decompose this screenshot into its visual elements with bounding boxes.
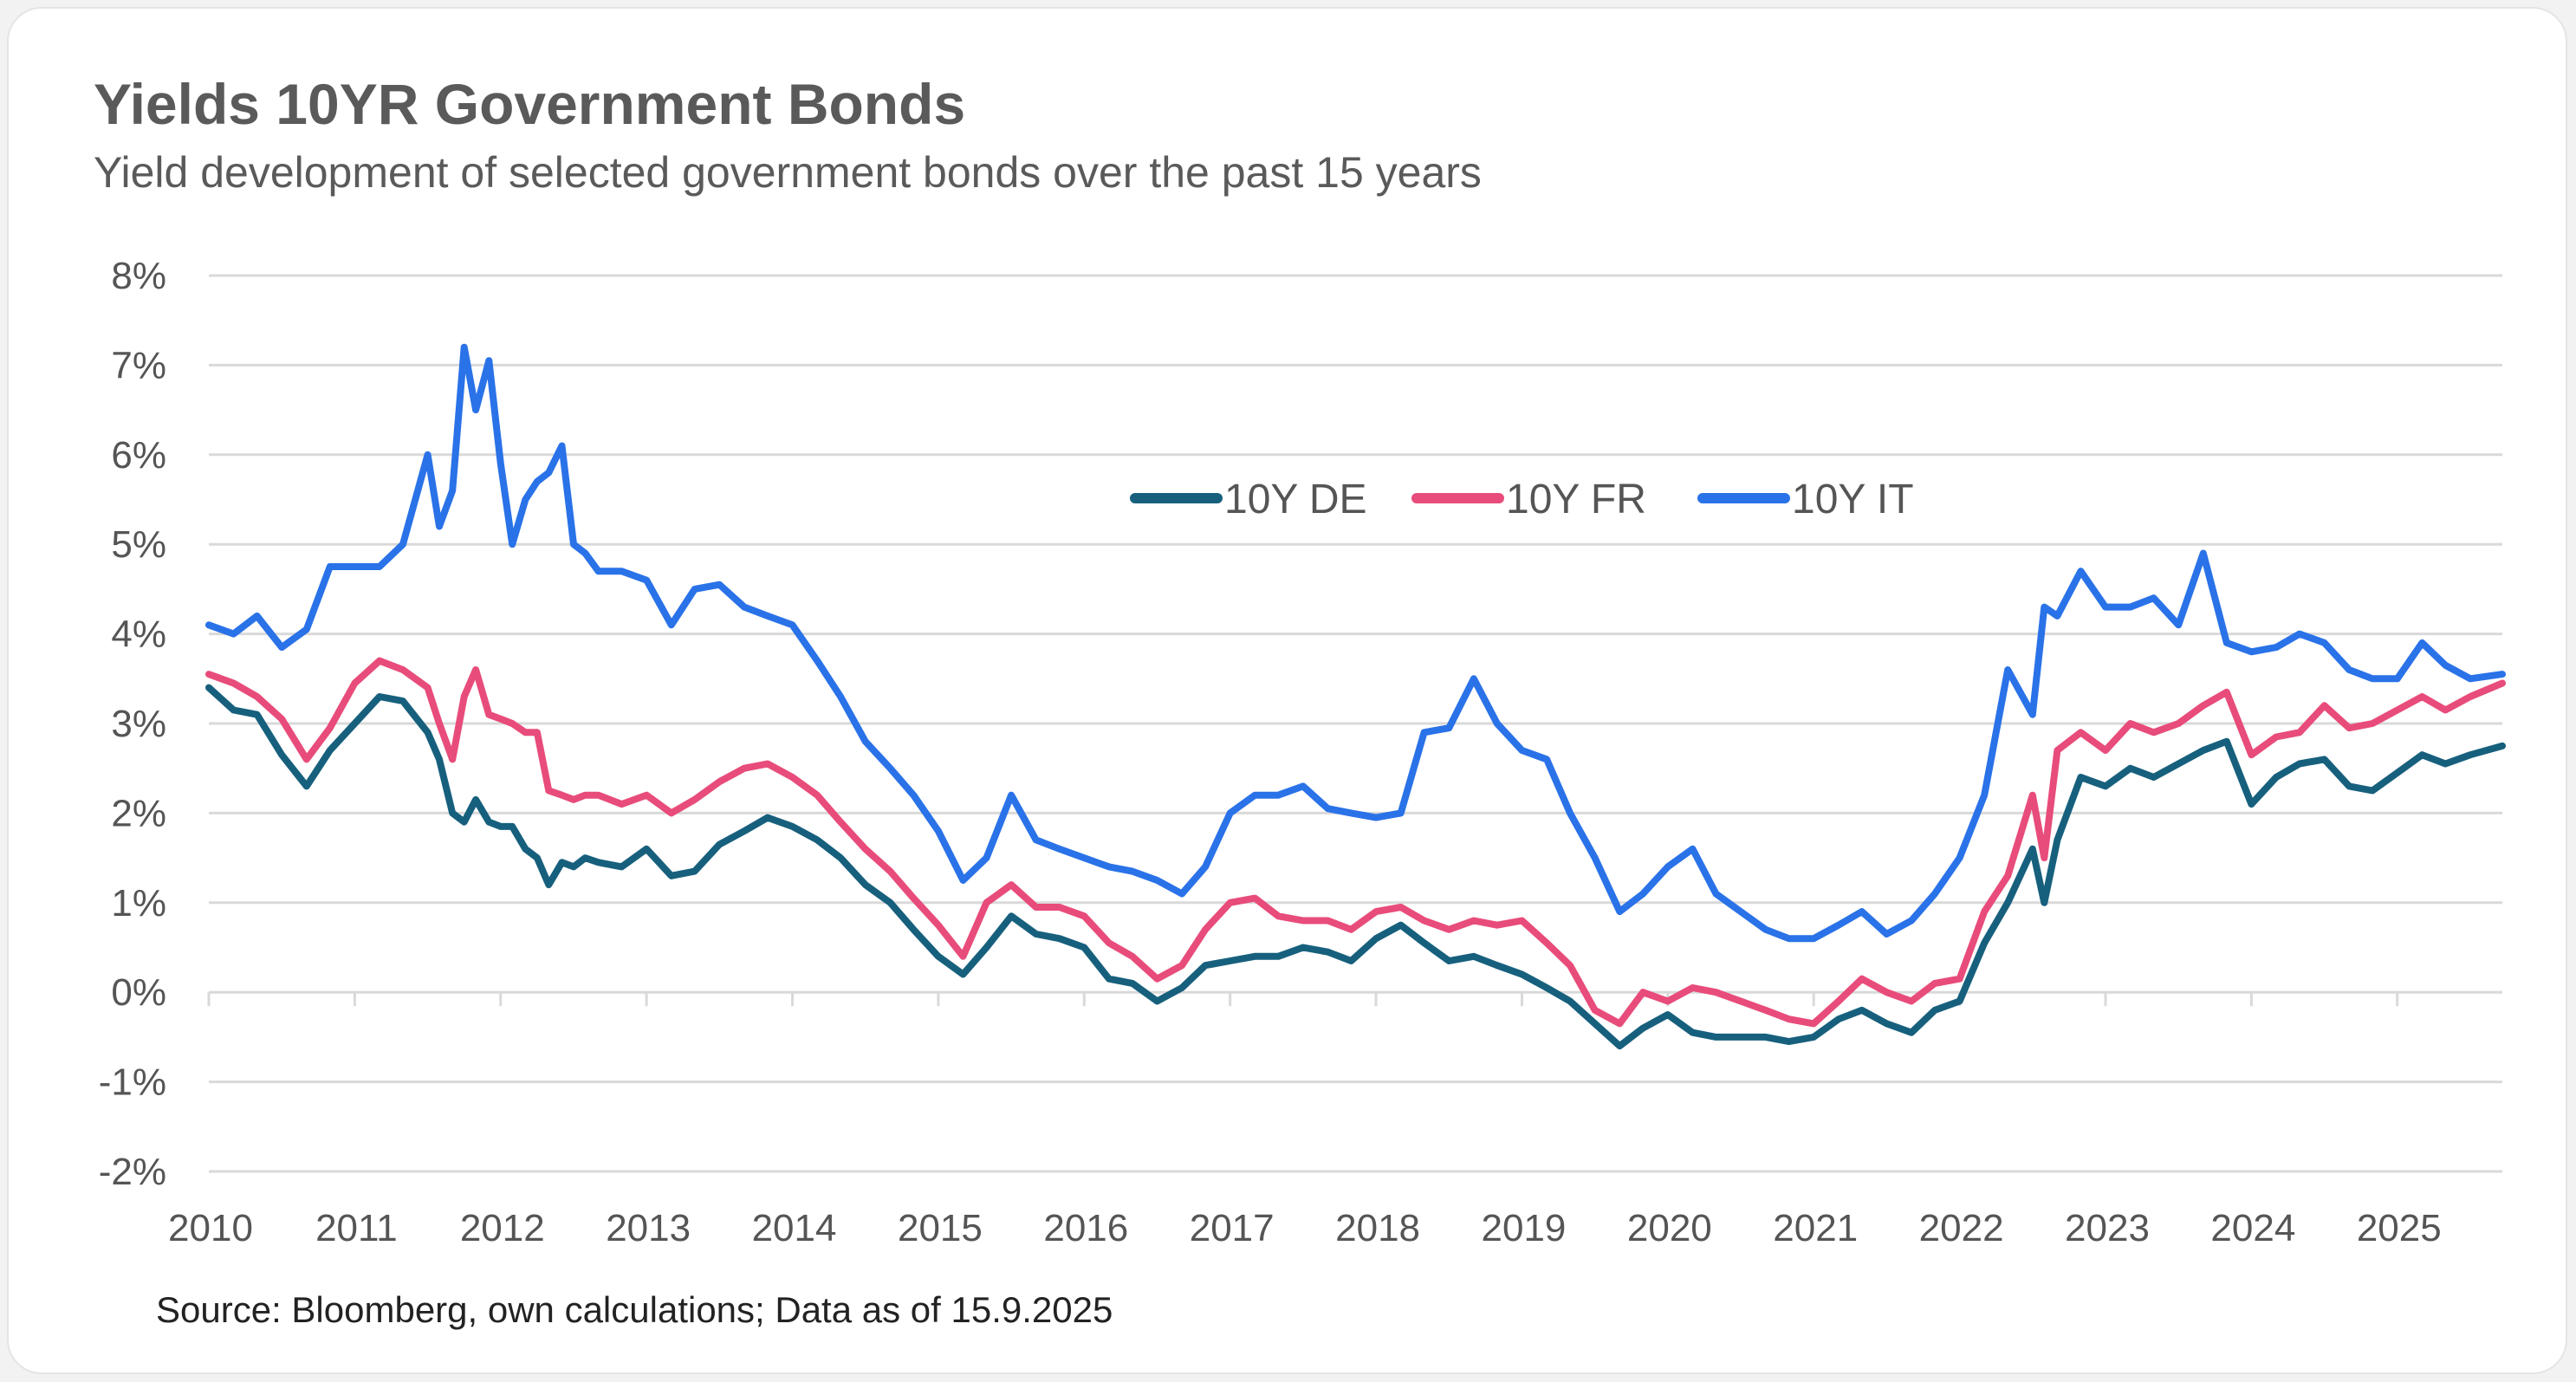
y-tick-label: 3% xyxy=(111,703,166,745)
x-tick-label: 2012 xyxy=(460,1207,545,1249)
y-tick-label: 5% xyxy=(111,523,166,566)
series-lines xyxy=(205,343,2506,1050)
x-tick-label: 2020 xyxy=(1627,1207,1712,1249)
y-tick-label: 4% xyxy=(111,613,166,656)
y-tick-label: -1% xyxy=(99,1061,166,1104)
x-tick-label: 2011 xyxy=(315,1207,398,1249)
legend-label: 10Y IT xyxy=(1792,477,1914,522)
x-tick-label: 2022 xyxy=(1919,1207,2004,1249)
legend-item: 10Y IT xyxy=(1697,477,1914,522)
x-tick-label: 2017 xyxy=(1190,1207,1275,1249)
x-tick-label: 2016 xyxy=(1043,1207,1128,1249)
x-tick-label: 2013 xyxy=(606,1207,691,1249)
series-line-10y-fr xyxy=(205,657,2506,1028)
y-tick-label: -2% xyxy=(99,1151,166,1193)
y-tick-label: 2% xyxy=(111,792,166,834)
legend-label: 10Y DE xyxy=(1224,477,1367,522)
y-axis: -2% -1% 0% 1% 2% 3% 4% 5% 6% 7% 8% xyxy=(99,255,166,1193)
series-line-10y-it xyxy=(205,343,2506,943)
x-tick-label: 2023 xyxy=(2065,1207,2150,1249)
x-tick-label: 2018 xyxy=(1335,1207,1420,1249)
x-tick-label: 2024 xyxy=(2210,1207,2295,1249)
x-tick-label: 2019 xyxy=(1482,1207,1567,1249)
chart-card xyxy=(7,7,2567,1374)
gridlines xyxy=(209,274,2502,1173)
series-line-10y-de xyxy=(205,684,2506,1050)
x-tick-label: 2014 xyxy=(752,1207,837,1249)
chart-subtitle: Yield development of selected government… xyxy=(94,148,1482,197)
y-tick-label: 0% xyxy=(111,971,166,1014)
x-tick-label: 2015 xyxy=(898,1207,983,1249)
legend-label: 10Y FR xyxy=(1506,477,1646,522)
x-axis: 2010 2011 2012 2013 2014 2015 2016 2017 2018 2019… xyxy=(168,992,2442,1249)
x-tick-label: 2010 xyxy=(168,1207,253,1249)
y-tick-label: 8% xyxy=(111,255,166,297)
x-tick-label: 2021 xyxy=(1773,1207,1858,1249)
y-tick-label: 6% xyxy=(111,434,166,477)
legend-item: 10Y DE xyxy=(1130,477,1367,522)
legend: 10Y DE 10Y FR 10Y IT xyxy=(1130,477,1914,522)
source-note: Source: Bloomberg, own calculations; Dat… xyxy=(156,1289,1113,1330)
legend-item: 10Y FR xyxy=(1411,477,1646,522)
y-tick-label: 7% xyxy=(111,344,166,386)
chart-title: Yields 10YR Government Bonds xyxy=(94,72,966,136)
x-tick-label: 2025 xyxy=(2357,1207,2442,1249)
y-tick-label: 1% xyxy=(111,882,166,925)
